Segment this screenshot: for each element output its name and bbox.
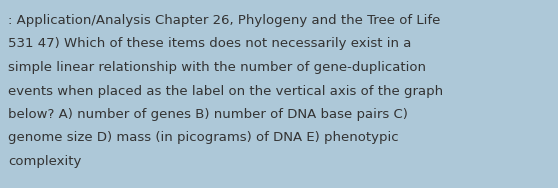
Text: complexity: complexity bbox=[8, 155, 81, 168]
Text: events when placed as the label on the vertical axis of the graph: events when placed as the label on the v… bbox=[8, 84, 443, 98]
Text: simple linear relationship with the number of gene-duplication: simple linear relationship with the numb… bbox=[8, 61, 426, 74]
Text: 531 47) Which of these items does not necessarily exist in a: 531 47) Which of these items does not ne… bbox=[8, 37, 411, 51]
Text: : Application/Analysis Chapter 26, Phylogeny and the Tree of Life: : Application/Analysis Chapter 26, Phylo… bbox=[8, 14, 440, 27]
Text: below? A) number of genes B) number of DNA base pairs C): below? A) number of genes B) number of D… bbox=[8, 108, 408, 121]
Text: genome size D) mass (in picograms) of DNA E) phenotypic: genome size D) mass (in picograms) of DN… bbox=[8, 131, 398, 145]
